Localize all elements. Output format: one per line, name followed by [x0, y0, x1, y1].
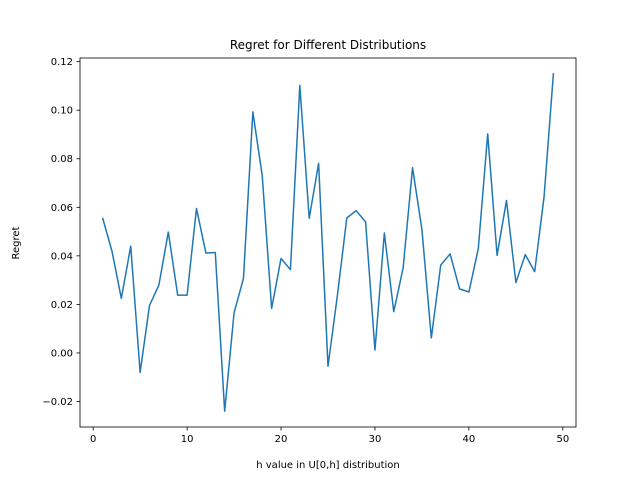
x-axis-title: h value in U[0,h] distribution — [256, 460, 399, 471]
x-tick-label: 0 — [90, 434, 96, 445]
y-tick-label: −0.02 — [42, 397, 73, 408]
y-tick-label: 0.00 — [51, 348, 73, 359]
y-tick-label: 0.08 — [51, 154, 73, 165]
plot-area: 0 10 20 30 40 50 −0.02 0.00 0.02 0.04 0.06 0.08 0.10… — [42, 57, 577, 445]
y-axis-title: Regret — [11, 226, 22, 259]
y-tick-label: 0.06 — [51, 203, 73, 214]
y-tick-label: 0.10 — [51, 106, 73, 117]
plot-frame — [79, 57, 577, 428]
y-tick-label: 0.04 — [51, 251, 73, 262]
x-tick-label: 10 — [181, 434, 194, 445]
chart-title: Regret for Different Distributions — [230, 38, 426, 52]
x-tick-label: 30 — [369, 434, 382, 445]
y-tick-label: 0.02 — [51, 300, 73, 311]
series-line — [101, 72, 555, 412]
x-tick-label: 20 — [275, 434, 288, 445]
x-tick-label: 40 — [463, 434, 476, 445]
y-tick-label: 0.12 — [51, 57, 73, 68]
x-tick-label: 50 — [556, 434, 569, 445]
